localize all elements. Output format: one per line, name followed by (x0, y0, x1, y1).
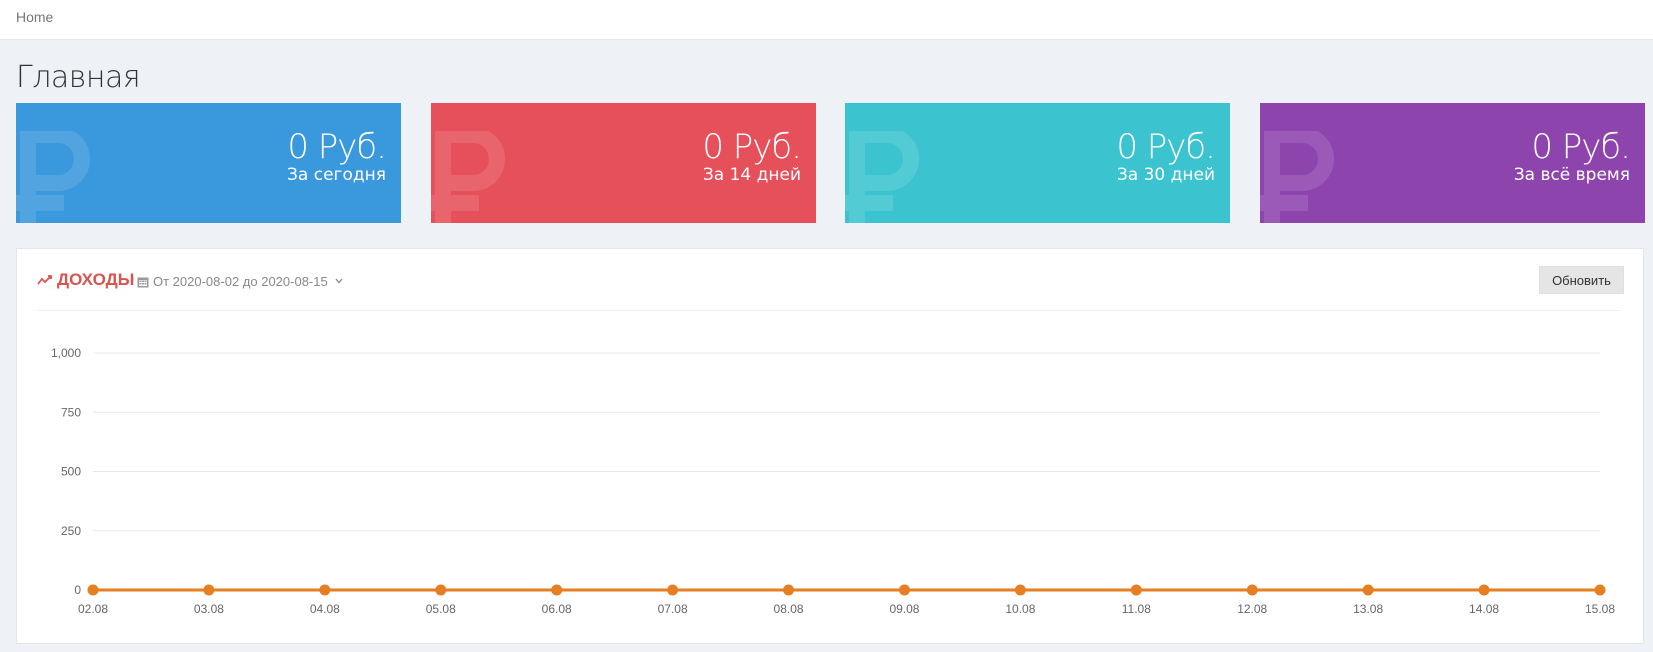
y-tick-label: 750 (61, 405, 81, 419)
stat-card-30-days: 0 Руб. За 30 дней (845, 103, 1230, 223)
data-point (203, 584, 215, 596)
line-chart-icon (37, 275, 52, 285)
ruble-icon (16, 131, 90, 223)
data-point (87, 584, 99, 596)
data-point (1362, 584, 1374, 596)
stat-label: За сегодня (287, 165, 386, 185)
y-tick-label: 500 (61, 465, 81, 479)
stat-card-all-time: 0 Руб. За всё время (1260, 103, 1645, 223)
x-tick-label: 12.08 (1237, 602, 1267, 616)
x-tick-label: 03.08 (194, 602, 224, 616)
refresh-button[interactable]: Обновить (1539, 266, 1624, 294)
ruble-icon (1260, 131, 1334, 223)
data-point (1594, 584, 1606, 596)
panel-header: ДОХОДЫ От 2020-08-02 до 2020-08-15 (37, 249, 1621, 311)
breadcrumb-home[interactable]: Home (16, 9, 54, 25)
x-tick-label: 08.08 (774, 602, 804, 616)
income-chart: 0 250 500 750 1,000 02.08 03.08 04.08 05.08 06.08… (51, 346, 1615, 616)
y-tick-label: 1,000 (51, 346, 81, 360)
stat-value: 0 Руб. (1531, 127, 1631, 167)
x-tick-label: 10.08 (1005, 602, 1035, 616)
x-tick-label: 09.08 (889, 602, 919, 616)
data-point (319, 584, 331, 596)
x-tick-label: 14.08 (1469, 602, 1499, 616)
x-tick-label: 06.08 (542, 602, 572, 616)
x-tick-label: 07.08 (658, 602, 688, 616)
stat-label: За всё время (1513, 165, 1630, 185)
stat-value: 0 Руб. (702, 127, 802, 167)
data-point (667, 584, 679, 596)
chevron-down-icon[interactable] (335, 278, 343, 284)
data-point (783, 584, 795, 596)
calendar-icon[interactable] (137, 276, 149, 288)
y-tick-label: 0 (74, 583, 81, 597)
x-tick-label: 04.08 (310, 602, 340, 616)
data-point (435, 584, 447, 596)
x-tick-label: 05.08 (426, 602, 456, 616)
income-panel: ДОХОДЫ От 2020-08-02 до 2020-08-15 Обнов… (16, 248, 1644, 644)
data-point (1246, 584, 1258, 596)
stat-value: 0 Руб. (1116, 127, 1216, 167)
data-point (551, 584, 563, 596)
panel-caption: ДОХОДЫ (57, 270, 135, 289)
x-tick-label: 13.08 (1353, 602, 1383, 616)
data-point (1014, 584, 1026, 596)
date-range-picker[interactable]: От 2020-08-02 до 2020-08-15 (153, 274, 328, 289)
stat-card-14-days: 0 Руб. За 14 дней (431, 103, 816, 223)
data-point (1130, 584, 1142, 596)
y-tick-label: 250 (61, 524, 81, 538)
x-tick-label: 15.08 (1585, 602, 1615, 616)
stat-label: За 14 дней (702, 165, 801, 185)
ruble-icon (845, 131, 919, 223)
data-point (898, 584, 910, 596)
x-tick-label: 11.08 (1122, 602, 1151, 616)
top-bar: Home (0, 0, 1653, 40)
ruble-icon (431, 131, 505, 223)
page-title: Главная (16, 60, 141, 95)
stat-value: 0 Руб. (287, 127, 387, 167)
x-tick-label: 02.08 (78, 602, 108, 616)
stat-card-today: 0 Руб. За сегодня (16, 103, 401, 223)
stat-label: За 30 дней (1116, 165, 1215, 185)
data-point (1478, 584, 1490, 596)
